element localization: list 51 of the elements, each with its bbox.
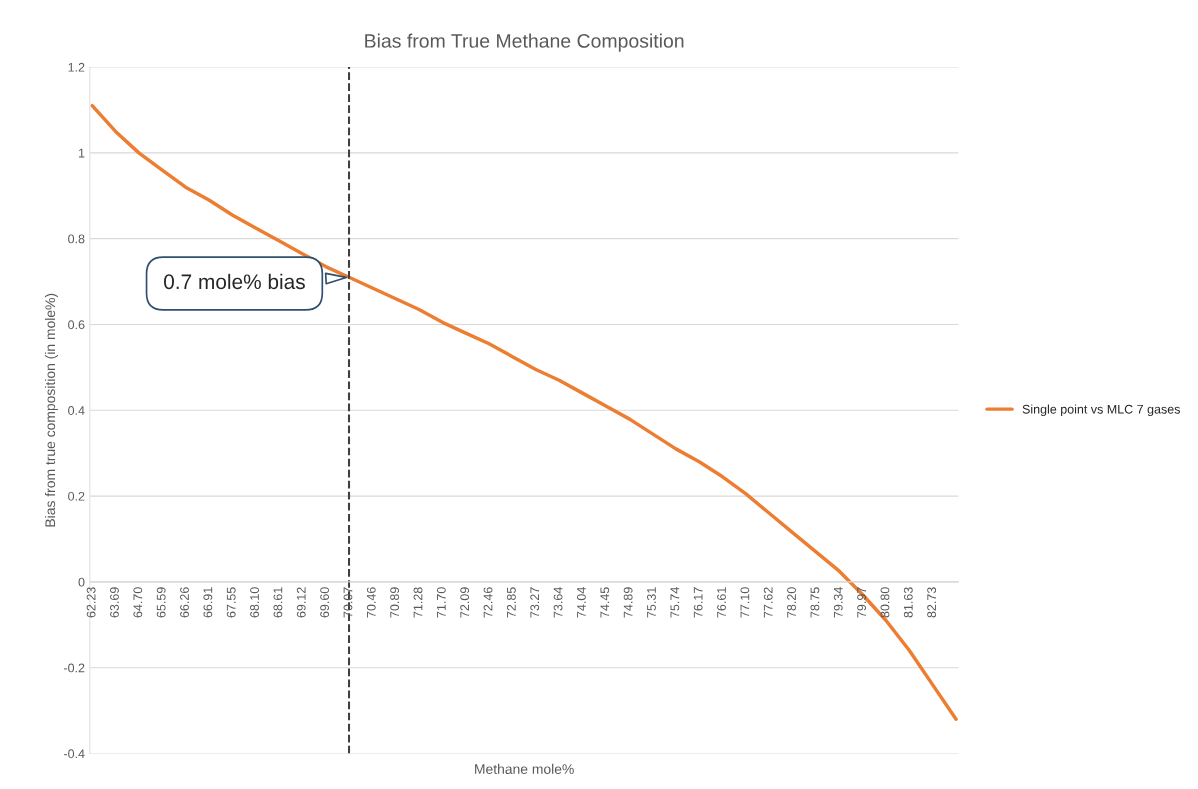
x-tick-label: 68.61 <box>273 587 283 618</box>
x-tick-label: 66.91 <box>203 587 213 618</box>
legend-label: Single point vs MLC 7 gases <box>1022 404 1180 417</box>
x-tick-label: 73.27 <box>530 587 540 618</box>
x-tick-label: 64.70 <box>133 587 143 618</box>
x-tick-label: 72.09 <box>460 587 470 618</box>
y-tick-label: 1 <box>78 148 85 158</box>
x-tick-label: 76.17 <box>693 587 703 618</box>
y-tick-label: 0.2 <box>68 491 85 501</box>
x-axis-title: Methane mole% <box>475 763 574 774</box>
annotation: 0.7 mole% bias <box>164 273 305 290</box>
chart-title: Bias from True Methane Composition <box>365 33 684 52</box>
x-tick-label: 82.73 <box>927 587 937 618</box>
x-tick-label: 71.28 <box>413 587 423 618</box>
x-tick-label: 72.46 <box>483 587 493 618</box>
x-tick-label: 78.75 <box>810 587 820 618</box>
x-tick-label: 77.62 <box>763 587 773 618</box>
x-tick-label: 62.23 <box>86 587 96 618</box>
y-tick-label: 0.6 <box>68 320 85 330</box>
x-tick-label: 69.60 <box>320 587 330 618</box>
x-tick-label: 70.89 <box>390 587 400 618</box>
y-tick-label: 0.4 <box>68 406 85 415</box>
x-tick-label: 79.34 <box>833 587 843 618</box>
x-tick-label: 74.89 <box>623 587 633 618</box>
y-tick-label: 1.2 <box>68 62 85 72</box>
x-tick-label: 78.20 <box>787 587 796 618</box>
x-tick-label: 79.97 <box>857 587 867 618</box>
y-axis-title: Bias from true composition (in mole%) <box>44 293 58 527</box>
x-tick-label: 80.80 <box>880 587 890 618</box>
x-tick-label: 70.07 <box>343 587 353 618</box>
x-tick-label: 65.59 <box>156 587 166 618</box>
x-tick-label: 71.70 <box>436 587 446 618</box>
x-tick-label: 74.04 <box>577 587 586 618</box>
x-tick-label: 67.55 <box>226 587 236 618</box>
y-tick-label: 0.8 <box>68 234 85 244</box>
x-tick-label: 75.74 <box>670 587 680 618</box>
x-tick-label: 63.69 <box>110 587 119 618</box>
x-tick-label: 69.12 <box>296 587 306 618</box>
x-tick-label: 72.85 <box>506 587 516 618</box>
x-tick-label: 77.10 <box>740 587 750 618</box>
y-tick-label: 0 <box>78 577 85 587</box>
x-tick-label: 76.61 <box>717 587 726 618</box>
x-tick-label: 81.63 <box>903 587 913 618</box>
y-tick-label: -0.4 <box>64 749 85 759</box>
x-tick-label: 73.64 <box>553 587 563 618</box>
x-tick-label: 75.31 <box>647 587 656 618</box>
x-tick-label: 74.45 <box>600 587 610 618</box>
x-tick-label: 70.46 <box>366 587 376 618</box>
x-tick-label: 66.26 <box>180 587 189 618</box>
y-tick-label: -0.2 <box>64 663 85 673</box>
x-tick-label: 68.10 <box>250 587 259 618</box>
